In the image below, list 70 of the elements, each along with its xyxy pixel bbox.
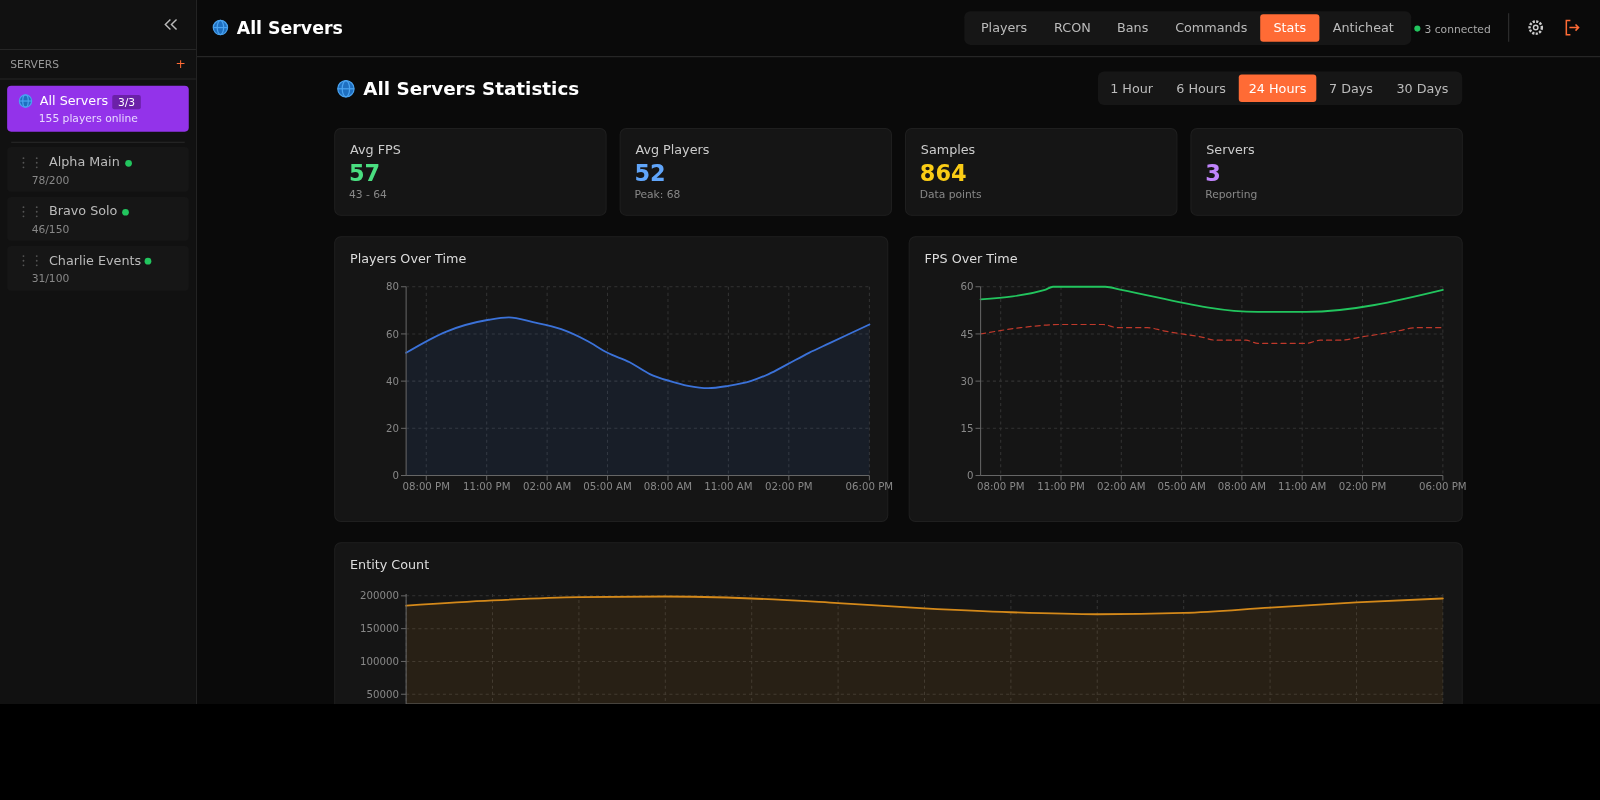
x-tick-label: 08:00 AM [643, 480, 693, 492]
text: Reporting [1205, 187, 1258, 201]
y-tick-label: 0 [966, 470, 974, 482]
text: Peak: 68 [634, 187, 681, 201]
x-tick-label: 02:00 AM [1097, 480, 1146, 492]
text: 78/200 [31, 173, 70, 187]
y-tick-label: 40 [386, 375, 399, 387]
text: 24 Hours [1248, 80, 1307, 96]
text: Charlie Events [48, 253, 142, 269]
x-tick-label: 06:00 PM [1419, 480, 1467, 492]
y-tick-label: 200000 [360, 590, 399, 602]
y-tick-label: 50000 [366, 688, 399, 700]
x-tick-label: 02:00 PM [1338, 480, 1387, 492]
text: RCON [1054, 19, 1091, 35]
x-tick-label: 02:00 AM [522, 480, 572, 492]
y-tick-label: 60 [960, 281, 974, 293]
text: Data points [919, 187, 983, 201]
x-tick-label: 05:00 AM [583, 480, 632, 492]
y-tick-label: 100000 [360, 656, 399, 668]
chart-title: Entity Count [350, 557, 430, 573]
text: Avg Players [635, 142, 710, 158]
chart-title: Players Over Time [350, 251, 467, 267]
y-tick-label: 60 [386, 328, 399, 340]
x-tick-label: 06:00 PM [845, 480, 894, 492]
text: 46/150 [31, 222, 70, 236]
text: Alpha Main [48, 154, 120, 170]
text: 155 players online [38, 112, 139, 126]
text: 7 Days [1329, 80, 1374, 96]
text: Anticheat [1332, 19, 1394, 35]
x-tick-label: 11:00 AM [704, 480, 753, 492]
text: 3/3 [117, 96, 136, 110]
x-tick-label: 02:00 PM [765, 480, 813, 492]
text: Servers [1206, 142, 1256, 158]
x-tick-label: 08:00 PM [976, 480, 1025, 492]
text: Samples [920, 142, 976, 158]
x-tick-label: 05:00 AM [1157, 480, 1206, 492]
text: Players [980, 19, 1028, 35]
y-tick-label: 0 [392, 470, 399, 482]
text: Commands [1175, 19, 1248, 35]
x-tick-label: 11:00 AM [1277, 480, 1327, 492]
y-tick-label: 45 [960, 328, 974, 340]
x-tick-label: 11:00 PM [462, 480, 511, 492]
y-tick-label: 80 [386, 281, 399, 293]
text: 3 [1205, 159, 1221, 186]
x-tick-label: 08:00 PM [402, 480, 451, 492]
text: All Servers [39, 93, 109, 109]
y-tick-label: 150000 [360, 623, 399, 635]
text: All Servers [236, 17, 343, 38]
y-tick-label: 15 [960, 422, 974, 434]
x-tick-label: 11:00 PM [1037, 480, 1085, 492]
text: 30 Days [1396, 80, 1449, 96]
text: 3 connected [1424, 22, 1491, 36]
text: 6 Hours [1176, 80, 1227, 96]
text: + [175, 57, 186, 72]
text: Bravo Solo [48, 203, 118, 219]
y-tick-label: 20 [386, 422, 399, 434]
y-tick-label: 30 [960, 375, 974, 387]
text: Bans [1117, 19, 1149, 35]
text: 57 [348, 159, 381, 186]
text: Stats [1273, 19, 1307, 35]
text: Avg FPS [350, 142, 401, 158]
chart-title: FPS Over Time [924, 251, 1018, 267]
text: All Servers Statistics [363, 77, 580, 99]
text: SERVERS [10, 58, 60, 72]
text: 52 [634, 159, 666, 186]
text: 43 - 64 [348, 187, 388, 201]
x-tick-label: 08:00 AM [1217, 480, 1267, 492]
text: 31/100 [31, 271, 70, 285]
text: 1 Hour [1110, 80, 1154, 96]
text: 864 [919, 159, 967, 186]
